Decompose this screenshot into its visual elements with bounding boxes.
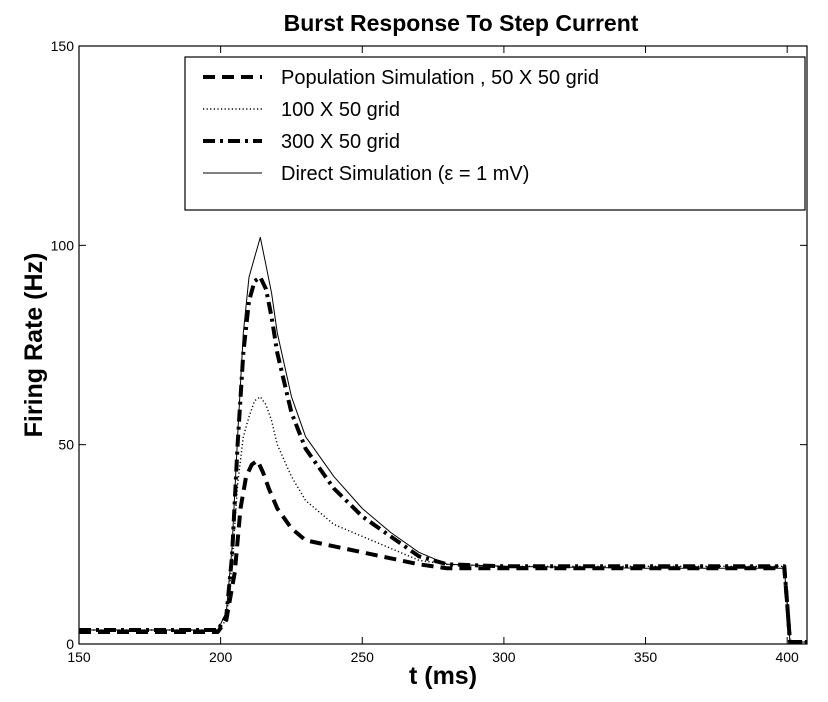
series-line-1: [79, 458, 807, 644]
legend-label-3: 300 X 50 grid: [281, 131, 400, 153]
legend: Population Simulation , 50 X 50 grid 100 …: [184, 56, 806, 211]
y-tick-label: 0: [66, 636, 74, 652]
y-tick-label: 150: [51, 38, 75, 54]
legend-box: [184, 56, 806, 211]
y-tick-label: 100: [51, 237, 75, 253]
legend-label-4: Direct Simulation (ε = 1 mV): [281, 163, 529, 185]
x-tick-label: 200: [209, 649, 233, 665]
legend-label-2: 100 X 50 grid: [281, 99, 400, 121]
x-tick-label: 400: [775, 649, 799, 665]
y-tick-label: 50: [58, 437, 74, 453]
x-tick-label: 350: [634, 649, 658, 665]
series-line-4: [79, 236, 807, 643]
x-tick-label: 300: [492, 649, 516, 665]
legend-label-1: Population Simulation , 50 X 50 grid: [281, 67, 599, 89]
x-axis-label: t (ms): [409, 662, 477, 690]
y-axis-label: Firing Rate (Hz): [20, 253, 48, 438]
x-tick-label: 250: [351, 649, 375, 665]
x-axis: 150 200 250 300 350 400: [67, 46, 799, 665]
chart-title: Burst Response To Step Current: [284, 10, 639, 36]
x-tick-label: 150: [67, 649, 91, 665]
series-layer: [79, 236, 807, 644]
y-axis: 0 50 100 150: [51, 38, 807, 652]
